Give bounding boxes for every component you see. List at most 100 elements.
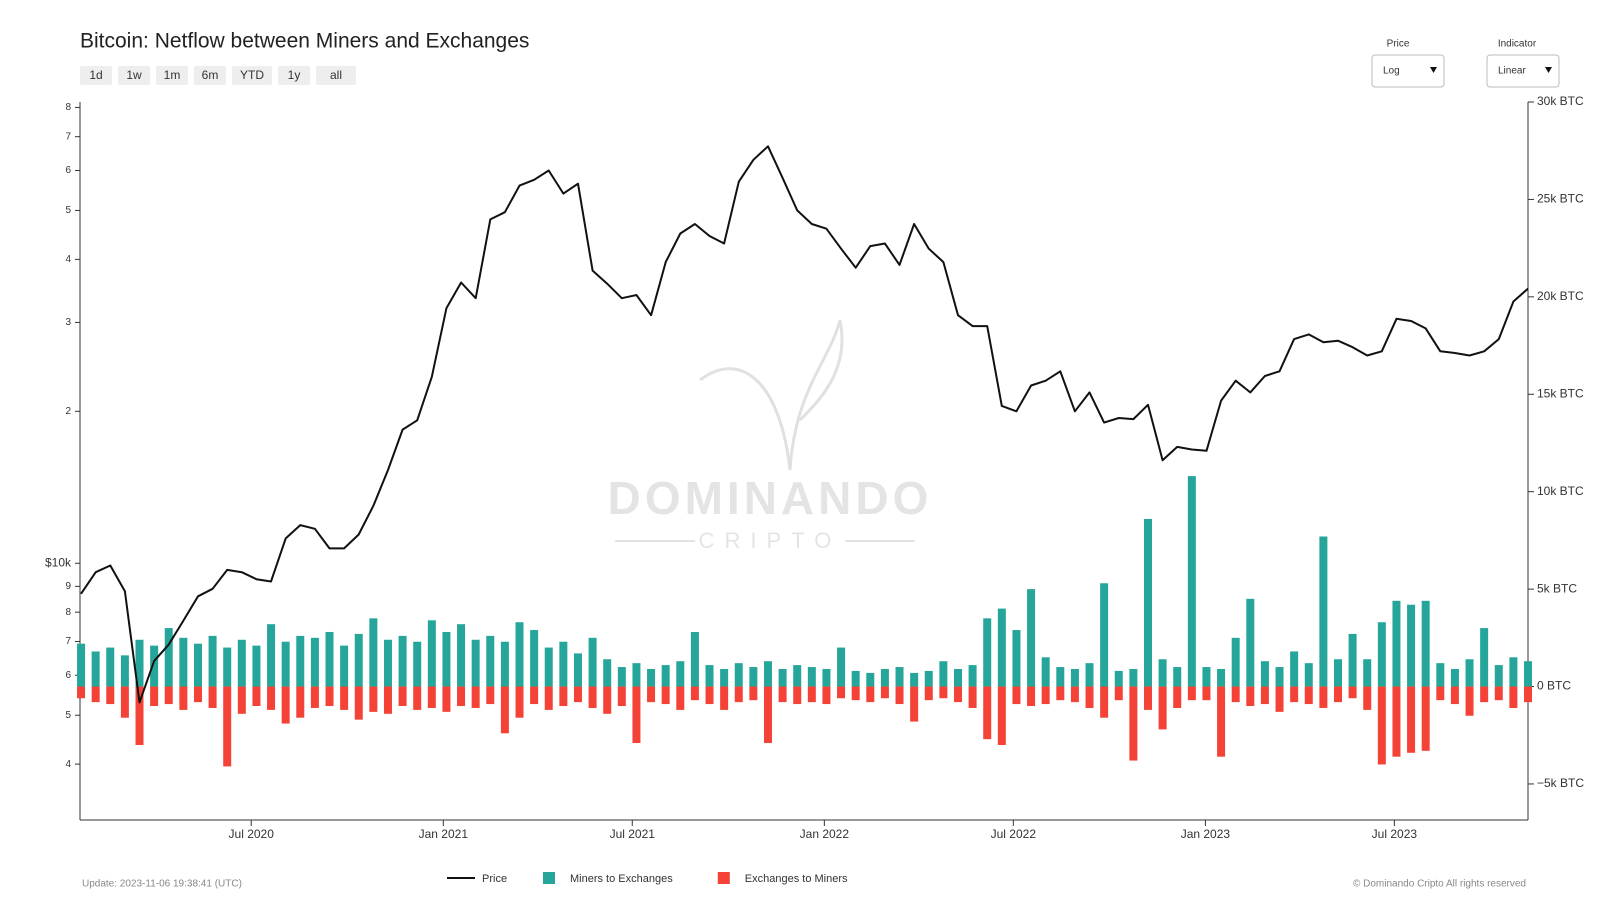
bar — [281, 641, 290, 687]
bar — [866, 686, 875, 703]
bar — [997, 686, 1006, 745]
y-tick-label: 3 — [65, 317, 71, 328]
bar — [237, 639, 246, 687]
bar — [193, 686, 202, 703]
range-buttons: 1d 1w 1m 6m YTD 1y all — [80, 66, 356, 85]
range-button[interactable] — [118, 66, 150, 85]
y2-tick-label: 30k BTC — [1537, 94, 1584, 108]
bar — [267, 624, 276, 687]
legend-label[interactable]: Exchanges to Miners — [745, 873, 848, 885]
bar — [354, 686, 363, 720]
dropdown-label: Indicator — [1498, 39, 1537, 50]
legend-label[interactable]: Miners to Exchanges — [570, 873, 673, 885]
bar — [354, 633, 363, 687]
bar — [837, 686, 846, 699]
legend: Price Miners to Exchanges Exchanges to Min… — [447, 872, 848, 885]
bar — [530, 686, 539, 705]
bar — [369, 686, 378, 712]
bar — [676, 661, 685, 687]
legend-label[interactable]: Price — [482, 873, 507, 885]
y-tick-label: 6 — [65, 165, 71, 176]
x-tick-label: Jul 2022 — [991, 827, 1037, 841]
bar — [1407, 604, 1416, 687]
dropdown-arrow — [1430, 67, 1437, 73]
bar — [1524, 661, 1532, 687]
range-button[interactable] — [232, 66, 272, 85]
bar — [500, 641, 509, 687]
price-line — [80, 145, 1529, 704]
bar — [457, 686, 466, 707]
bar — [1056, 667, 1065, 687]
range-button[interactable] — [278, 66, 310, 85]
bar — [880, 668, 889, 687]
bar — [588, 637, 597, 687]
bar — [763, 661, 772, 687]
bar — [778, 686, 787, 703]
bar — [120, 655, 129, 687]
bar — [427, 686, 436, 708]
bar — [924, 686, 933, 701]
y-tick-label: $10k — [45, 555, 72, 569]
bar — [500, 686, 509, 734]
bar — [1158, 659, 1167, 687]
bar — [1027, 686, 1036, 707]
bar — [617, 686, 626, 707]
y-tick-label: 4 — [65, 254, 71, 265]
bar — [296, 686, 305, 718]
range-button-label: 1d — [89, 68, 102, 82]
bar — [486, 686, 495, 705]
bar — [1333, 686, 1342, 703]
bar — [1494, 665, 1503, 687]
bar — [471, 639, 480, 687]
bar — [442, 631, 451, 687]
bar — [267, 686, 276, 710]
range-button[interactable] — [194, 66, 226, 85]
bar — [1436, 686, 1445, 701]
bar — [1158, 686, 1167, 730]
bar — [617, 667, 626, 687]
bar — [661, 686, 670, 705]
bar — [1450, 668, 1459, 687]
dropdown-value: Log — [1383, 66, 1400, 77]
bar — [179, 637, 188, 687]
bar — [676, 686, 685, 710]
range-button-label: 1m — [164, 68, 181, 82]
bar — [1202, 667, 1211, 687]
bar — [91, 651, 100, 687]
y-tick-label: 7 — [65, 131, 71, 142]
bar — [1333, 659, 1342, 687]
y-tick-label: 5 — [65, 205, 71, 216]
bar — [1290, 686, 1299, 703]
bar — [1377, 686, 1386, 765]
bar — [895, 686, 904, 705]
bar — [910, 686, 919, 722]
price-dropdown[interactable] — [1371, 54, 1445, 88]
bar — [1407, 686, 1416, 753]
watermark-text: CRIPTO — [699, 528, 842, 553]
bar — [1041, 686, 1050, 705]
plot: 4 5 6 7 8 9 $10k 2 3 4 5 6 7 8 −5k BTC 0 BTC 5k BTC 10k B… — [45, 94, 1584, 841]
bar — [457, 624, 466, 687]
x-tick-label: Jul 2020 — [229, 827, 275, 841]
bar — [807, 667, 816, 687]
bar — [442, 686, 451, 712]
bar — [1465, 686, 1474, 716]
y2-tick-label: −5k BTC — [1537, 776, 1584, 790]
range-button[interactable] — [80, 66, 112, 85]
bar — [603, 659, 612, 687]
bar — [924, 670, 933, 687]
bar — [690, 631, 699, 687]
bar — [77, 643, 86, 687]
range-button[interactable] — [316, 66, 356, 85]
bar — [106, 647, 115, 687]
range-button[interactable] — [156, 66, 188, 85]
bar — [1319, 536, 1328, 687]
bar — [939, 661, 948, 687]
bar — [310, 637, 319, 687]
x-tick-label: Jul 2021 — [610, 827, 656, 841]
bar — [1187, 686, 1196, 701]
bar — [150, 645, 159, 687]
bar — [573, 686, 582, 703]
indicator-dropdown[interactable] — [1486, 54, 1560, 88]
